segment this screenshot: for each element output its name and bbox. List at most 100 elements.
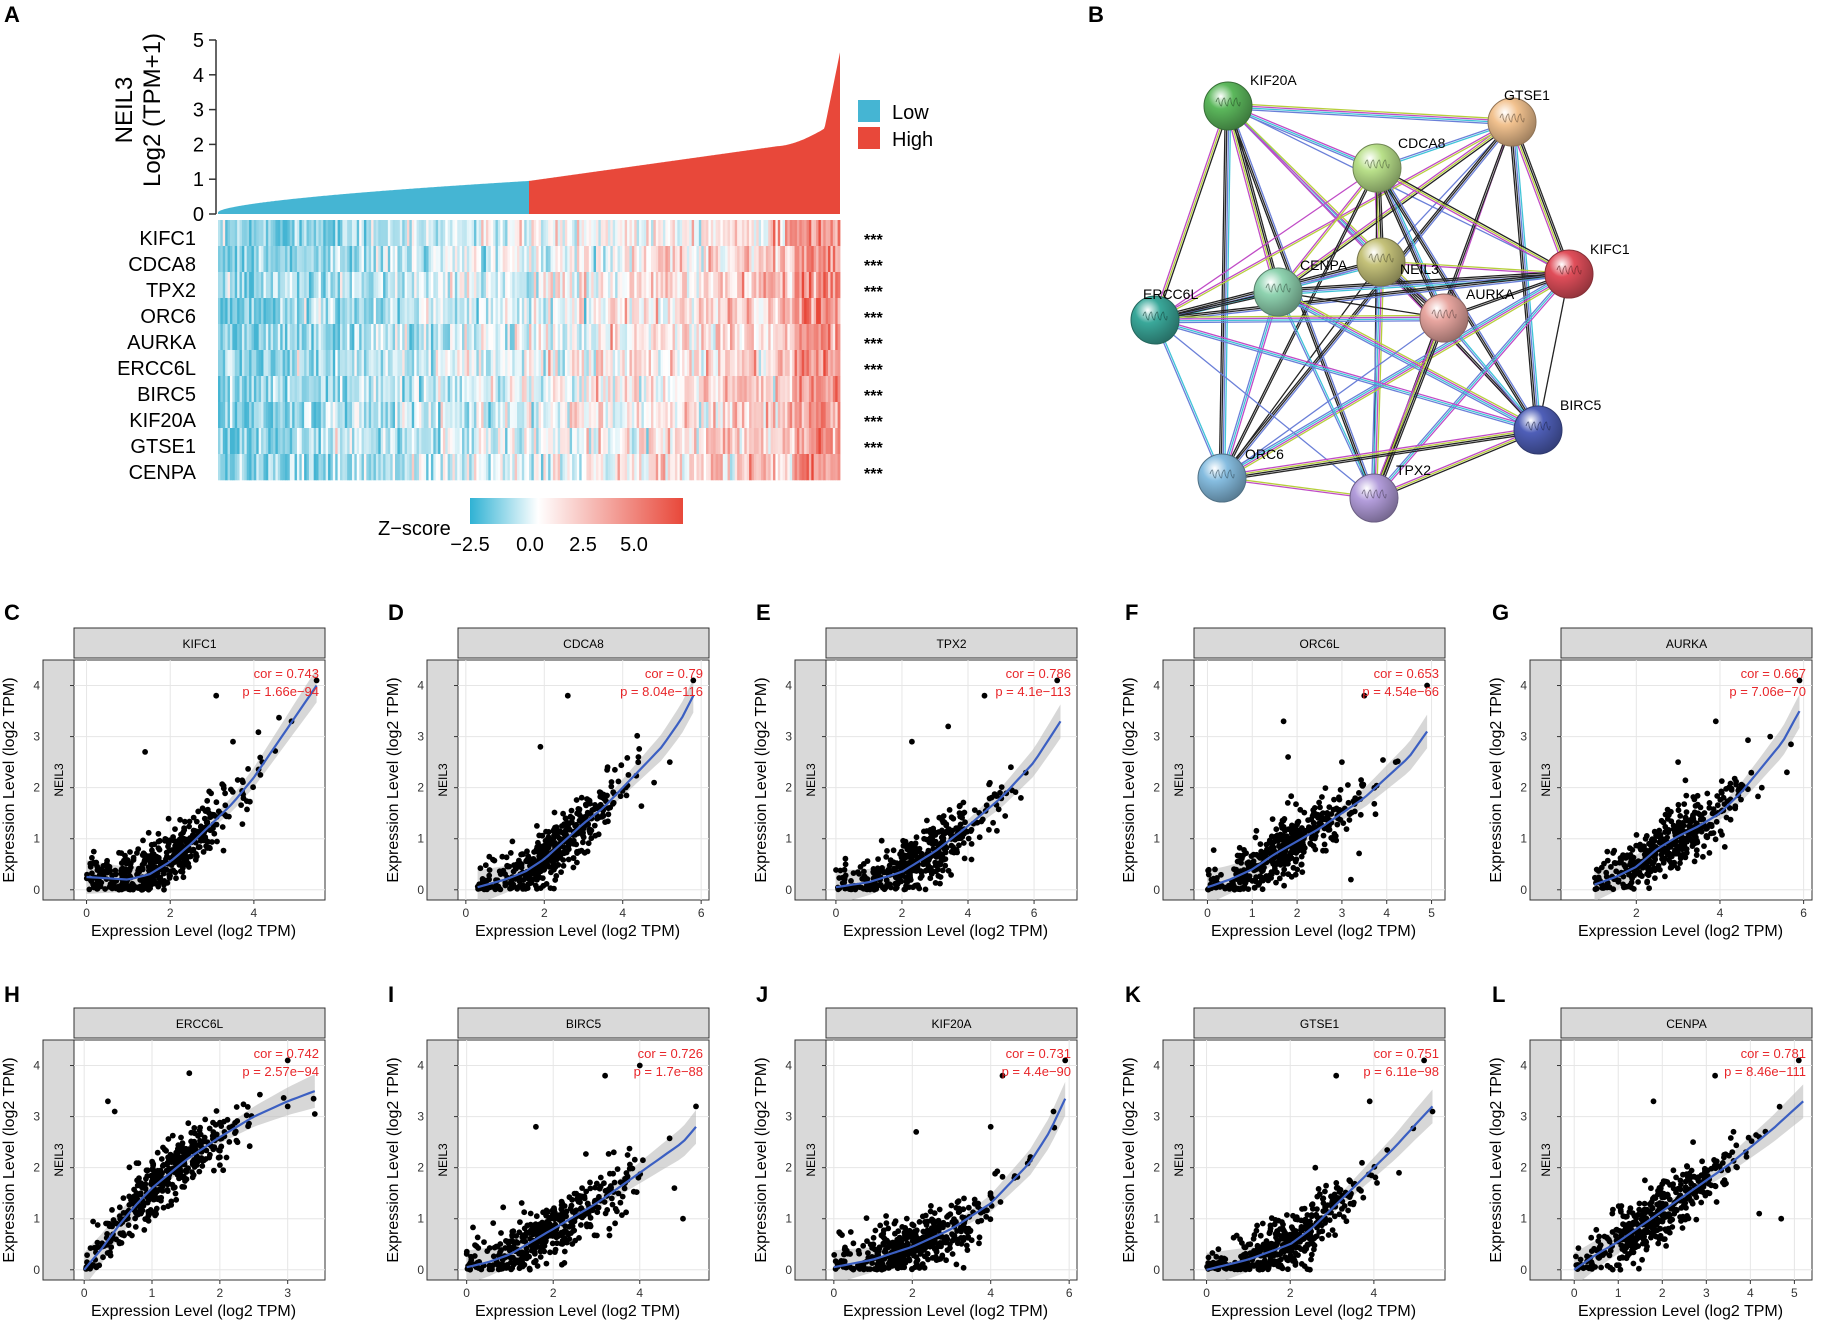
heatmap-cell (837, 428, 841, 455)
heatmap-cell (253, 454, 257, 481)
x-tick-label: 4 (1383, 906, 1390, 920)
heatmap-cell (249, 350, 252, 377)
heatmap-cell (552, 246, 556, 273)
heatmap-cell (698, 350, 702, 377)
heatmap-cell (227, 272, 231, 299)
heatmap-cell (777, 376, 781, 403)
heatmap-cell (253, 246, 257, 273)
data-point (1317, 804, 1323, 811)
facet-label-neil3: NEIL3 (1172, 763, 1186, 797)
heatmap-cell (450, 246, 453, 273)
heatmap-cell (399, 298, 403, 325)
heatmap-cell (497, 402, 501, 429)
heatmap-cell (794, 454, 798, 481)
heatmap-cell (615, 298, 618, 325)
heatmap-cell (399, 350, 403, 377)
heatmap-cell (612, 246, 616, 273)
heatmap-cell (655, 298, 659, 325)
heatmap-cell (581, 272, 585, 299)
plot-area (73, 659, 326, 901)
network-edge (1224, 106, 1277, 293)
heatmap-cell (476, 220, 480, 247)
heatmap-cell (296, 454, 300, 481)
heatmap-cell (722, 454, 726, 481)
heatmap-cell (828, 428, 831, 455)
network-edge (1222, 106, 1230, 479)
heatmap-cell (313, 246, 317, 273)
heatmap-cell (301, 324, 305, 351)
heatmap-cell (500, 350, 504, 377)
heatmap-cell (340, 272, 343, 299)
heatmap-cell (466, 298, 470, 325)
heatmap-cell (380, 246, 384, 273)
network-edge (1373, 168, 1443, 320)
heatmap-cell (756, 220, 760, 247)
heatmap-cell (717, 402, 721, 429)
heatmap-cell (404, 298, 408, 325)
heatmap-cell (296, 376, 300, 403)
heatmap-cell (392, 454, 396, 481)
heatmap-cell (629, 220, 633, 247)
heatmap-cell (325, 246, 329, 273)
heatmap-cell (426, 324, 429, 351)
data-point (1237, 886, 1243, 893)
heatmap-cell (600, 272, 604, 299)
heatmap-cell (423, 272, 427, 299)
data-point (1310, 807, 1317, 813)
heatmap-cell (715, 324, 719, 351)
heatmap-cell (761, 402, 764, 429)
heatmap-cell (397, 246, 401, 273)
y-tick-label: 3 (417, 730, 424, 744)
heatmap-cell (505, 298, 508, 325)
heatmap-cell (737, 298, 740, 325)
row-label-kifc1: KIFC1 (139, 228, 196, 250)
heatmap-cell (404, 324, 408, 351)
heatmap-cell (220, 272, 224, 299)
heatmap-cell (282, 402, 286, 429)
heatmap-cell (241, 246, 245, 273)
heatmap-cell (808, 402, 812, 429)
data-point (1700, 853, 1706, 860)
heatmap-cell (555, 220, 559, 247)
heatmap-cell (514, 220, 518, 247)
heatmap-cell (440, 220, 444, 247)
heatmap-cell (646, 454, 650, 481)
heatmap-cell (335, 220, 339, 247)
y-tick-label: 0 (1520, 883, 1527, 897)
data-point (125, 886, 132, 893)
heatmap-cell (828, 298, 831, 325)
heatmap-cell (457, 350, 461, 377)
heatmap-cell (342, 246, 346, 273)
heatmap-cell (600, 298, 604, 325)
heatmap-cell (564, 402, 568, 429)
heatmap-cell (241, 272, 245, 299)
heatmap-cell (825, 350, 829, 377)
heatmap-cell (595, 272, 599, 299)
data-point (600, 813, 607, 819)
heatmap-cell (818, 350, 822, 377)
data-point (94, 863, 101, 870)
data-point (145, 864, 152, 870)
heatmap-cell (426, 220, 429, 247)
heatmap-cell (574, 350, 578, 377)
data-point (976, 834, 983, 841)
heatmap-cell (524, 428, 528, 455)
heatmap-cell (830, 272, 834, 299)
heatmap-cell (320, 298, 324, 325)
heatmap-cell (540, 324, 544, 351)
heatmap-cell (612, 376, 616, 403)
heatmap-cell (375, 220, 379, 247)
heatmap-cell (607, 298, 611, 325)
heatmap-cell (308, 220, 312, 247)
heatmap-cell (304, 298, 307, 325)
heatmap-cell (246, 428, 250, 455)
pvalue-annotation: p = 4.54e−66 (1362, 684, 1439, 699)
heatmap-cell (263, 324, 267, 351)
data-point (141, 858, 148, 865)
heatmap-cell (667, 402, 671, 429)
heatmap-cell (402, 272, 405, 299)
heatmap-cell (526, 428, 530, 455)
heatmap-cell (694, 324, 697, 351)
heatmap-cell (481, 350, 484, 377)
heatmap-cell (584, 220, 587, 247)
